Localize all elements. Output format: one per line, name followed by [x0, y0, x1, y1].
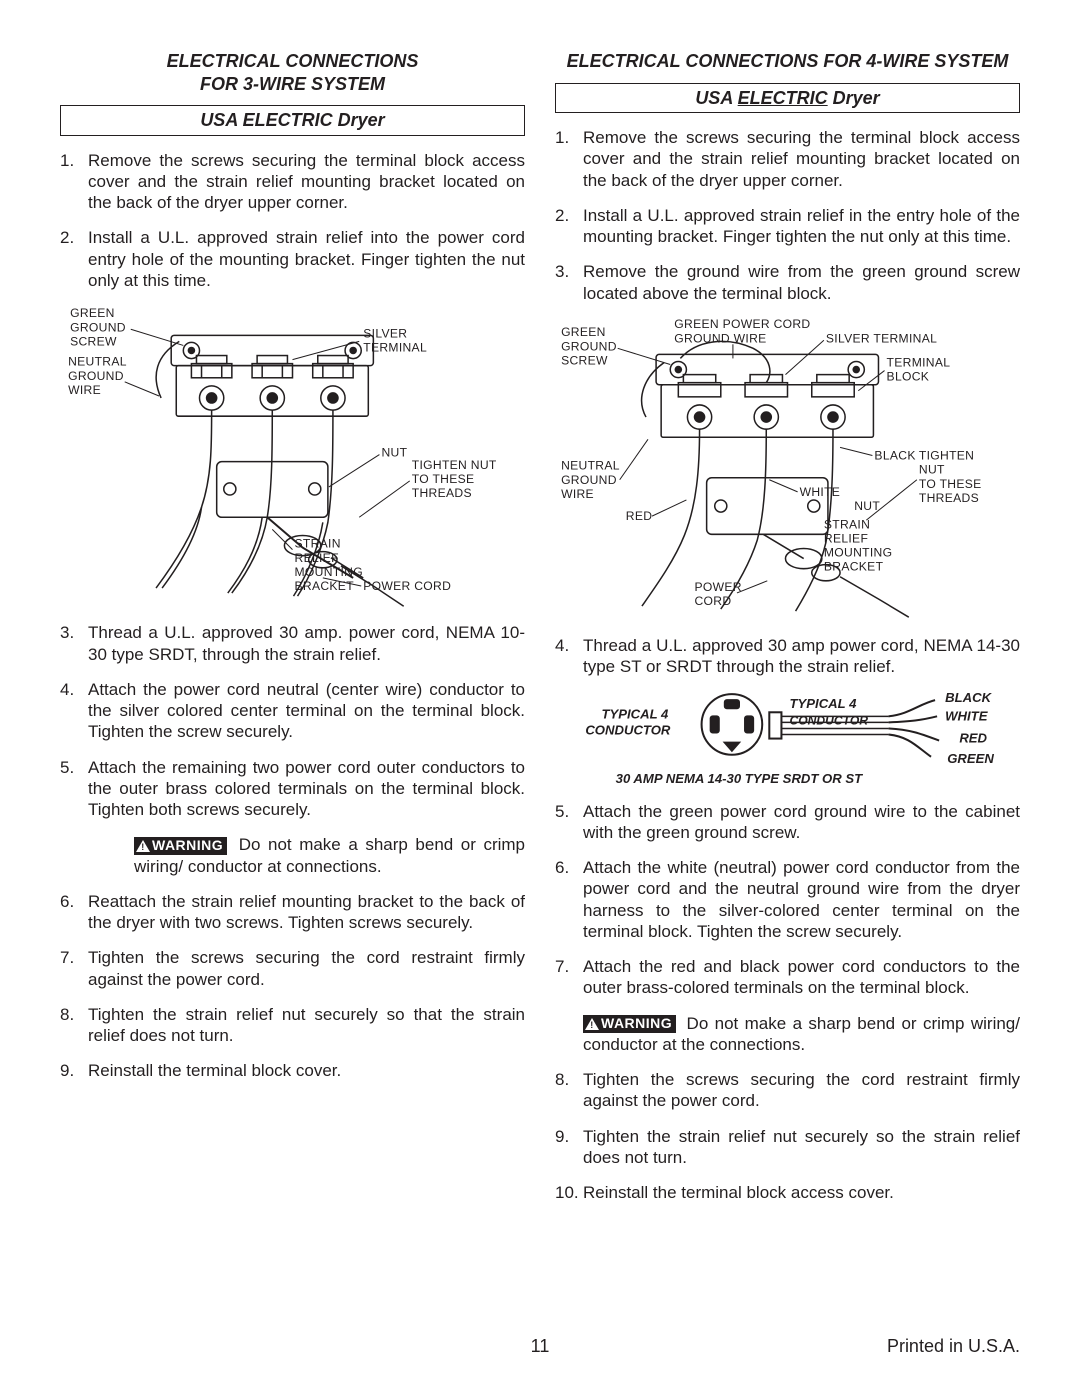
- svg-text:STRAIN: STRAIN: [824, 517, 870, 531]
- svg-text:!: !: [141, 842, 145, 852]
- step-item: Remove the screws securing the terminal …: [555, 127, 1020, 191]
- step-item: Attach the white (neutral) power cord co…: [555, 857, 1020, 942]
- svg-text:WIRE: WIRE: [561, 487, 594, 501]
- svg-text:GROUND: GROUND: [561, 339, 617, 353]
- step-item: Reattach the strain relief mounting brac…: [60, 891, 525, 934]
- footer-page-number: 11: [60, 1335, 1020, 1358]
- svg-text:TERMINAL: TERMINAL: [887, 355, 951, 369]
- svg-text:THREADS: THREADS: [412, 486, 472, 500]
- left-column: ELECTRICAL CONNECTIONS FOR 3-WIRE SYSTEM…: [60, 50, 525, 1217]
- lbl-green-ground-screw: GREEN: [70, 306, 115, 320]
- svg-text:BLACK: BLACK: [874, 448, 915, 462]
- svg-text:CORD: CORD: [695, 594, 732, 608]
- svg-text:TO THESE: TO THESE: [412, 472, 475, 486]
- four-wire-diagram: GREEN GROUND SCREW GREEN POWER CORD GROU…: [555, 318, 1020, 621]
- warning-block: !WARNING Do not make a sharp bend or cri…: [555, 1013, 1020, 1056]
- page-columns: ELECTRICAL CONNECTIONS FOR 3-WIRE SYSTEM…: [60, 50, 1020, 1217]
- svg-text:GROUND WIRE: GROUND WIRE: [674, 331, 766, 345]
- step-item: Thread a U.L. approved 30 amp. power cor…: [60, 622, 525, 665]
- svg-text:SCREW: SCREW: [70, 334, 117, 348]
- step-item: Attach the green power cord ground wire …: [555, 801, 1020, 844]
- svg-text:POWER: POWER: [695, 580, 742, 594]
- svg-text:GREEN: GREEN: [561, 325, 606, 339]
- svg-text:RELIEF: RELIEF: [295, 551, 339, 565]
- svg-text:TIGHTEN NUT: TIGHTEN NUT: [412, 458, 497, 472]
- right-steps-3: Attach the green power cord ground wire …: [555, 801, 1020, 1204]
- svg-text:NUT: NUT: [381, 446, 407, 460]
- left-box-text: USA ELECTRIC Dryer: [200, 110, 384, 130]
- left-title-line1: ELECTRICAL CONNECTIONS: [167, 51, 419, 71]
- svg-text:TYPICAL 4: TYPICAL 4: [790, 696, 858, 711]
- svg-text:TO THESE: TO THESE: [919, 477, 982, 491]
- step-item: Remove the ground wire from the green gr…: [555, 261, 1020, 304]
- svg-text:SILVER: SILVER: [363, 326, 407, 340]
- svg-text:GROUND: GROUND: [561, 473, 617, 487]
- step-item: Tighten the screws securing the cord res…: [555, 1069, 1020, 1112]
- svg-text:WIRE: WIRE: [68, 383, 101, 397]
- right-box-header: USA ELECTRIC Dryer: [555, 83, 1020, 114]
- step-item: Thread a U.L. approved 30 amp power cord…: [555, 635, 1020, 678]
- left-section-title: ELECTRICAL CONNECTIONS FOR 3-WIRE SYSTEM: [60, 50, 525, 95]
- svg-text:RELIEF: RELIEF: [824, 531, 868, 545]
- step-item: Tighten the strain relief nut securely s…: [60, 1004, 525, 1047]
- svg-text:WHITE: WHITE: [800, 485, 841, 499]
- svg-text:GREEN POWER CORD: GREEN POWER CORD: [674, 318, 810, 331]
- warning-badge: !WARNING: [583, 1015, 676, 1033]
- step-item: Attach the red and black power cord cond…: [555, 956, 1020, 999]
- step-item: Reinstall the terminal block cover.: [60, 1060, 525, 1081]
- svg-text:BRACKET: BRACKET: [295, 579, 355, 593]
- step-item: Reinstall the terminal block access cove…: [555, 1182, 1020, 1203]
- svg-text:TYPICAL 4: TYPICAL 4: [602, 706, 670, 721]
- svg-text:BRACKET: BRACKET: [824, 559, 884, 573]
- step-item: Attach the power cord neutral (center wi…: [60, 679, 525, 743]
- svg-text:BLACK: BLACK: [945, 690, 992, 705]
- svg-text:GREEN: GREEN: [947, 750, 994, 765]
- right-section-title: ELECTRICAL CONNECTIONS FOR 4-WIRE SYSTEM: [555, 50, 1020, 73]
- svg-text:SCREW: SCREW: [561, 353, 608, 367]
- step-item: Install a U.L. approved strain relief in…: [60, 227, 525, 291]
- svg-text:!: !: [590, 1020, 594, 1030]
- svg-text:TIGHTEN: TIGHTEN: [919, 448, 974, 462]
- step-item: Install a U.L. approved strain relief in…: [555, 205, 1020, 248]
- svg-text:POWER CORD: POWER CORD: [363, 579, 451, 593]
- svg-text:BLOCK: BLOCK: [887, 369, 930, 383]
- step-item: Remove the screws securing the terminal …: [60, 150, 525, 214]
- svg-text:GROUND: GROUND: [68, 369, 124, 383]
- svg-text:NUT: NUT: [854, 499, 880, 513]
- svg-text:RED: RED: [959, 730, 987, 745]
- svg-text:WHITE: WHITE: [945, 708, 989, 723]
- step-item: Attach the remaining two power cord oute…: [60, 757, 525, 821]
- svg-text:STRAIN: STRAIN: [295, 537, 341, 551]
- svg-text:GROUND: GROUND: [70, 320, 126, 334]
- right-steps-2: Thread a U.L. approved 30 amp power cord…: [555, 635, 1020, 678]
- left-steps-1: Remove the screws securing the terminal …: [60, 150, 525, 292]
- warning-badge: !WARNING: [134, 837, 227, 855]
- left-box-header: USA ELECTRIC Dryer: [60, 105, 525, 136]
- svg-text:NEUTRAL: NEUTRAL: [68, 355, 127, 369]
- right-steps-1: Remove the screws securing the terminal …: [555, 127, 1020, 304]
- svg-text:NUT: NUT: [919, 462, 945, 476]
- svg-text:TERMINAL: TERMINAL: [363, 340, 427, 354]
- left-steps-2: Thread a U.L. approved 30 amp. power cor…: [60, 622, 525, 1081]
- svg-text:NEUTRAL: NEUTRAL: [561, 458, 620, 472]
- svg-text:MOUNTING: MOUNTING: [295, 565, 363, 579]
- plug-diagram: TYPICAL 4 CONDUCTOR TYPICAL 4 CONDUCTOR …: [555, 686, 1020, 797]
- page-footer: 11 Printed in U.S.A.: [60, 1335, 1020, 1358]
- svg-text:30 AMP NEMA 14-30 TYPE SRDT OR: 30 AMP NEMA 14-30 TYPE SRDT OR ST: [616, 771, 863, 786]
- svg-text:CONDUCTOR: CONDUCTOR: [790, 713, 869, 727]
- step-item: Tighten the strain relief nut securely s…: [555, 1126, 1020, 1169]
- right-column: ELECTRICAL CONNECTIONS FOR 4-WIRE SYSTEM…: [555, 50, 1020, 1217]
- svg-text:THREADS: THREADS: [919, 491, 979, 505]
- svg-text:MOUNTING: MOUNTING: [824, 545, 892, 559]
- three-wire-diagram: GREEN GROUND SCREW NEUTRAL GROUND WIRE S…: [60, 305, 525, 608]
- svg-text:SILVER TERMINAL: SILVER TERMINAL: [826, 331, 937, 345]
- step-item: Tighten the screws securing the cord res…: [60, 947, 525, 990]
- left-title-line2: FOR 3-WIRE SYSTEM: [200, 74, 385, 94]
- warning-block: !WARNING Do not make a sharp bend or cri…: [60, 834, 525, 877]
- svg-text:CONDUCTOR: CONDUCTOR: [585, 722, 671, 737]
- svg-text:RED: RED: [626, 509, 653, 523]
